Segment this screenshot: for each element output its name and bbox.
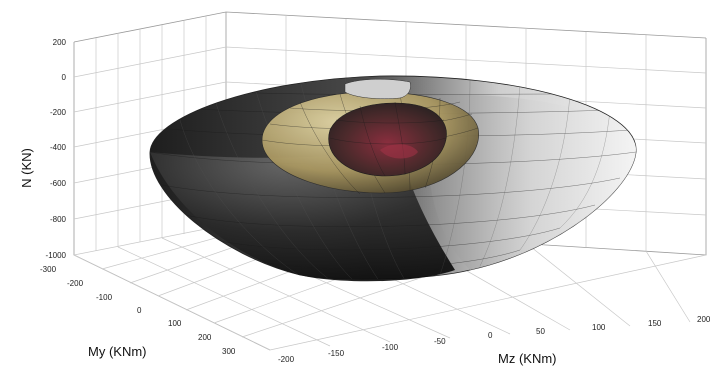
y-axis-label: My (KNm) [88, 344, 147, 359]
z-axis-label: N (KN) [19, 148, 34, 188]
z-axis-ticks: 200 0 -200 -400 -600 -800 -1000 [46, 38, 67, 260]
y-tick-label: -300 [40, 265, 57, 274]
z-tick-label: -200 [50, 108, 67, 117]
x-tick-label: 0 [488, 331, 493, 340]
x-axis-label: Mz (KNm) [498, 351, 557, 366]
surface-cap [344, 78, 411, 99]
x-tick-label: -100 [382, 343, 399, 352]
x-tick-label: -200 [278, 355, 295, 364]
x-tick-label: -50 [434, 337, 446, 346]
z-tick-label: -1000 [46, 251, 67, 260]
inner-surface [328, 78, 447, 177]
z-tick-label: -400 [50, 143, 67, 152]
outer-surface-mesh [149, 76, 637, 280]
z-tick-label: -600 [50, 179, 67, 188]
x-tick-label: 100 [592, 323, 606, 332]
y-tick-label: 200 [198, 333, 212, 342]
y-tick-label: 100 [168, 319, 182, 328]
y-tick-label: -100 [96, 293, 113, 302]
z-tick-label: 200 [53, 38, 67, 47]
x-tick-label: 200 [697, 315, 711, 324]
y-tick-label: -200 [67, 279, 84, 288]
y-tick-label: 0 [137, 306, 142, 315]
x-tick-label: 150 [648, 319, 662, 328]
back-wall-top [73, 11, 707, 43]
z-tick-label: -800 [50, 215, 67, 224]
x-tick-label: 50 [536, 327, 545, 336]
inner-surface-body [328, 102, 447, 177]
x-tick-label: -150 [328, 349, 345, 358]
inner-surface-highlight [380, 144, 418, 159]
y-axis-ticks: -300 -200 -100 0 100 200 300 [40, 265, 236, 356]
outer-surface-right-face [427, 95, 637, 271]
z-tick-label: 0 [62, 73, 67, 82]
x-axis-ticks: -200 -150 -100 -50 0 50 100 150 200 [278, 315, 711, 364]
y-tick-label: 300 [222, 347, 236, 356]
